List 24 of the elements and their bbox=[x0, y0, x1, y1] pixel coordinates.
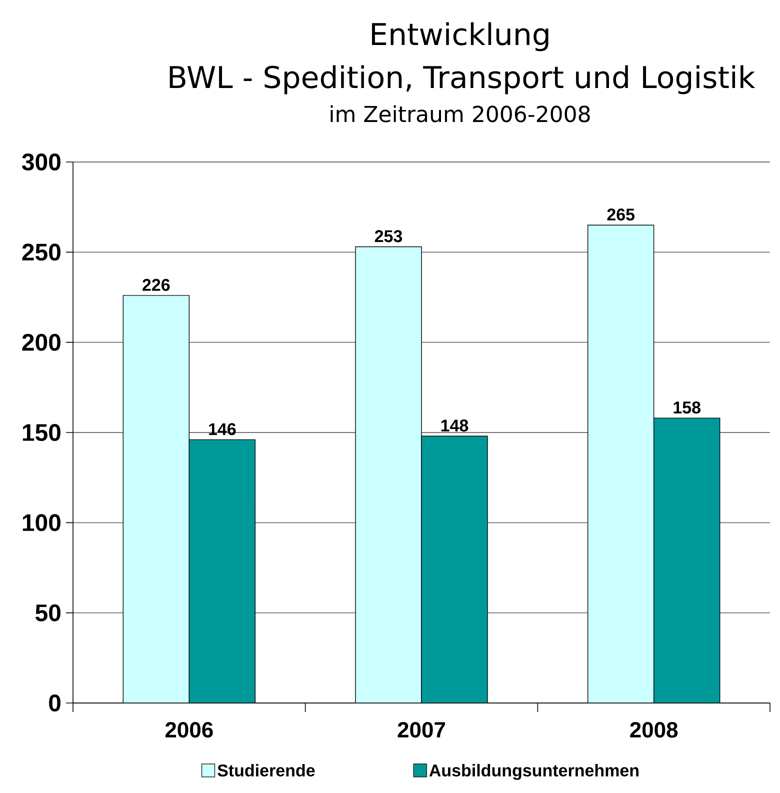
y-tick-label: 150 bbox=[22, 424, 60, 441]
data-label: 148 bbox=[441, 420, 468, 432]
chart-subtitle: BWL - Spedition, Transport und Logistik bbox=[170, 65, 756, 94]
legend-label: Studierende bbox=[218, 764, 315, 776]
bar bbox=[356, 246, 422, 703]
data-label: 226 bbox=[142, 278, 170, 291]
x-tick-label: 2008 bbox=[630, 722, 678, 738]
y-tick-label: 300 bbox=[22, 153, 60, 171]
data-label: 265 bbox=[607, 208, 635, 221]
y-tick-label: 100 bbox=[22, 514, 60, 532]
data-label: 158 bbox=[674, 402, 700, 414]
data-label: 146 bbox=[209, 423, 236, 436]
y-tick-label: 250 bbox=[22, 244, 60, 261]
data-label: 253 bbox=[374, 230, 402, 242]
bar bbox=[123, 295, 190, 703]
y-tick-label: 0 bbox=[49, 694, 60, 712]
chart-title: Entwicklung bbox=[372, 22, 548, 52]
text: im Zeitraum 2006-2008 bbox=[330, 105, 590, 122]
x-tick-label: 2006 bbox=[165, 722, 213, 738]
legend-label: Ausbildungsunternehmen bbox=[429, 764, 638, 780]
bar bbox=[587, 224, 654, 703]
y-tick-label: 200 bbox=[22, 334, 60, 351]
y-tick-label: 50 bbox=[36, 604, 60, 622]
x-tick-label: 2007 bbox=[398, 722, 445, 738]
